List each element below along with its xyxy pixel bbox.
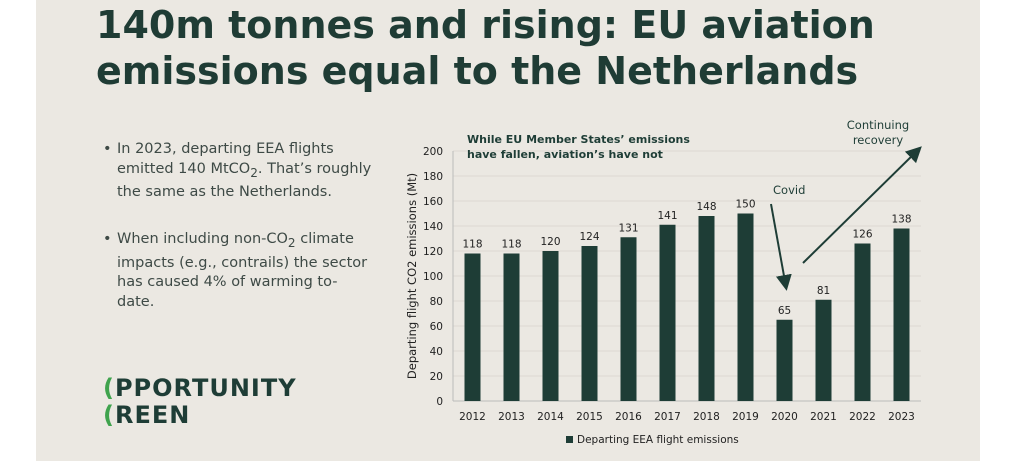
x-tick-label: 2015 xyxy=(576,411,603,423)
title-line-1: 140m tonnes and rising: EU aviation xyxy=(96,3,875,47)
y-tick-label: 0 xyxy=(436,396,443,408)
data-label: 141 xyxy=(657,210,677,222)
x-tick-label: 2013 xyxy=(498,411,525,423)
chart-title-line-2: have fallen, aviation’s have not xyxy=(467,148,663,161)
bar xyxy=(854,243,871,401)
x-tick-label: 2016 xyxy=(615,411,642,423)
title-line-2: emissions equal to the Netherlands xyxy=(96,49,859,93)
legend-swatch xyxy=(566,436,573,443)
y-tick-label: 160 xyxy=(423,196,443,208)
bar xyxy=(464,253,481,401)
y-tick-label: 180 xyxy=(423,171,443,183)
x-tick-label: 2021 xyxy=(810,411,837,423)
bullet-item: When including non-CO2 climate impacts (… xyxy=(103,230,373,312)
bar xyxy=(503,253,520,401)
x-tick-label: 2023 xyxy=(888,411,915,423)
bar xyxy=(698,216,715,401)
bar xyxy=(581,246,598,401)
y-tick-label: 100 xyxy=(423,271,443,283)
data-label: 118 xyxy=(501,239,521,251)
y-axis-label: Departing flight CO2 emissions (Mt) xyxy=(405,173,419,379)
data-label: 131 xyxy=(618,222,638,234)
legend-label: Departing EEA flight emissions xyxy=(577,434,739,446)
data-label: 81 xyxy=(817,285,830,297)
y-tick-label: 120 xyxy=(423,246,443,258)
data-label: 150 xyxy=(735,199,755,211)
y-tick-label: 60 xyxy=(430,321,443,333)
y-tick-label: 200 xyxy=(423,146,443,158)
recovery-arrow xyxy=(802,146,922,264)
bar xyxy=(620,237,637,401)
bar xyxy=(542,251,559,401)
bullet-list: In 2023, departing EEA flights emitted 1… xyxy=(103,140,373,340)
annotation-recovery-line-2: recovery xyxy=(853,133,904,147)
x-tick-label: 2012 xyxy=(459,411,486,423)
bullet-item: In 2023, departing EEA flights emitted 1… xyxy=(103,140,373,202)
annotation-recovery-line-1: Continuing xyxy=(847,118,909,132)
bar xyxy=(737,213,754,401)
x-tick-label: 2022 xyxy=(849,411,876,423)
chart-title-line-1: While EU Member States’ emissions xyxy=(467,133,690,146)
x-tick-label: 2019 xyxy=(732,411,759,423)
bar xyxy=(893,228,910,401)
data-label: 124 xyxy=(579,231,599,243)
bar xyxy=(815,299,832,401)
slide-title: 140m tonnes and rising: EU aviation emis… xyxy=(96,2,875,94)
y-tick-label: 40 xyxy=(430,346,443,358)
x-tick-label: 2014 xyxy=(537,411,564,423)
data-label: 120 xyxy=(540,236,560,248)
data-label: 118 xyxy=(462,239,482,251)
y-tick-label: 80 xyxy=(430,296,443,308)
opportunity-green-logo: (PPORTUNITY (REEN xyxy=(103,374,297,429)
x-tick-label: 2018 xyxy=(693,411,720,423)
bar xyxy=(659,224,676,401)
data-label: 138 xyxy=(891,214,911,226)
data-label: 126 xyxy=(852,229,872,241)
covid-arrow xyxy=(770,203,792,291)
bar xyxy=(776,319,793,401)
annotation-covid: Covid xyxy=(773,183,805,197)
x-tick-label: 2020 xyxy=(771,411,798,423)
data-label: 65 xyxy=(778,305,791,317)
data-label: 148 xyxy=(696,201,716,213)
y-tick-label: 140 xyxy=(423,221,443,233)
x-tick-label: 2017 xyxy=(654,411,681,423)
y-tick-label: 20 xyxy=(430,371,443,383)
